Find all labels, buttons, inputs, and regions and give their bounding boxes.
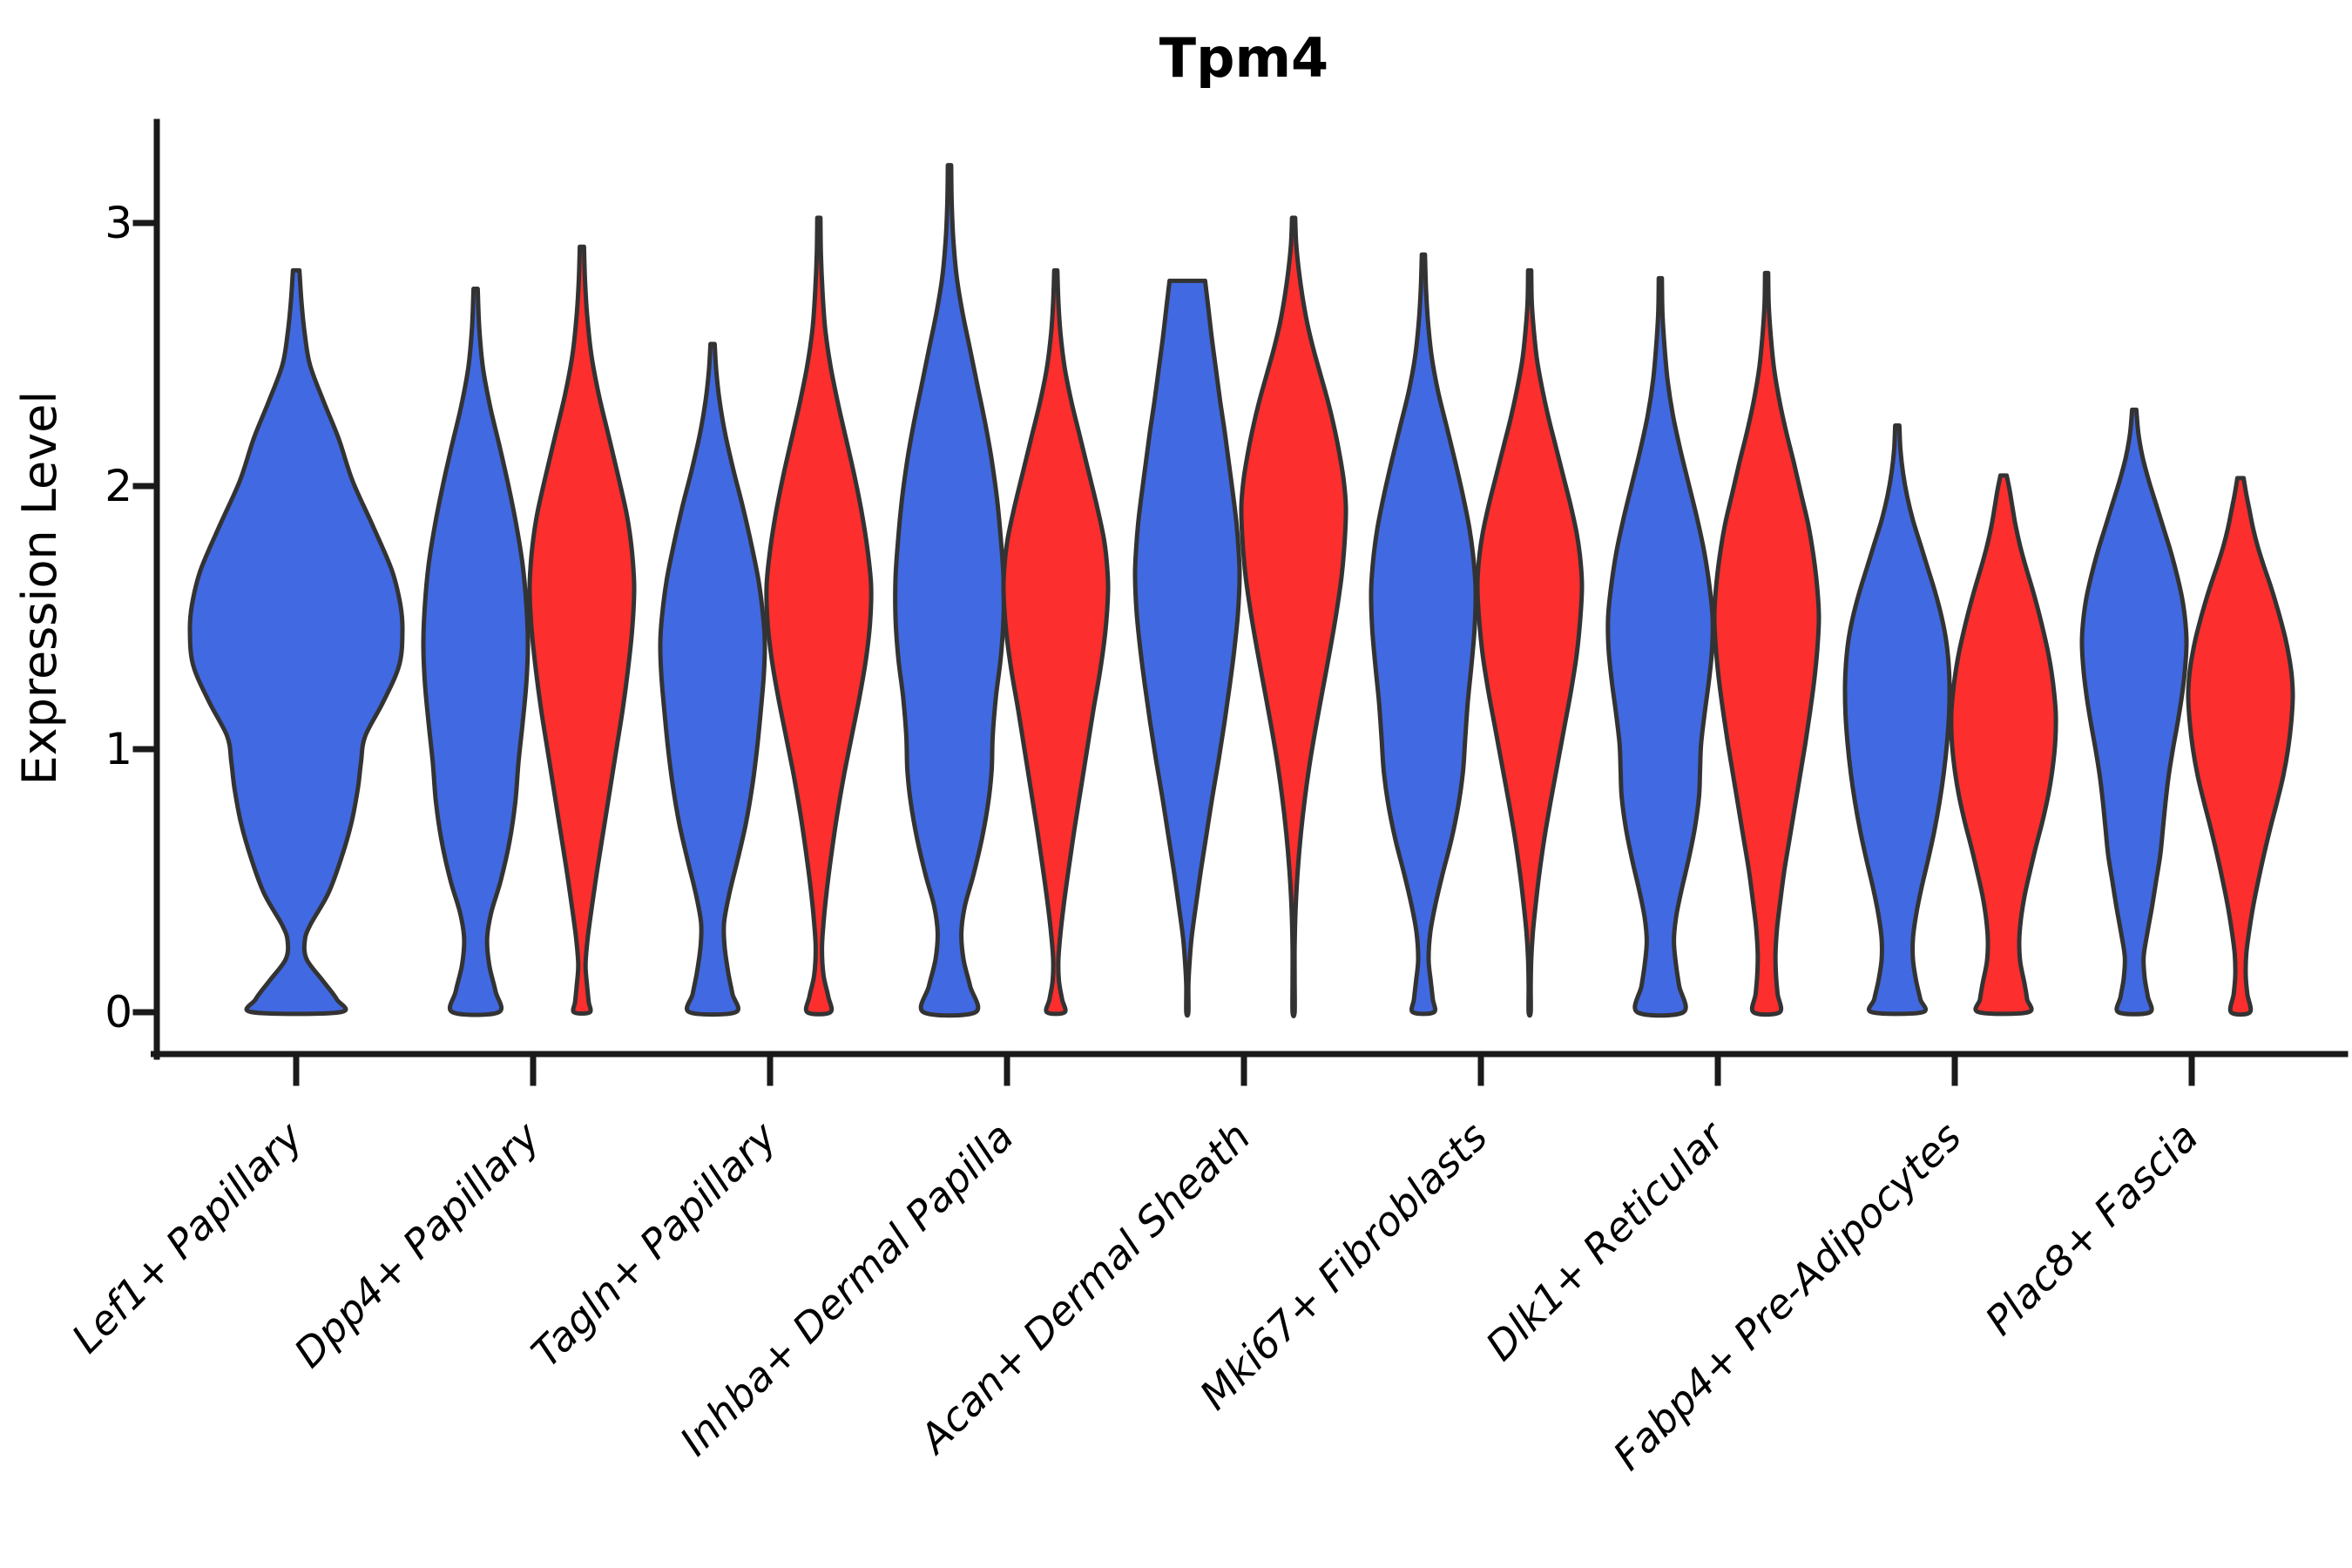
- violin-dpp4-papillary-blue: [421, 287, 531, 1017]
- y-tick-label-0: 0: [105, 987, 132, 1037]
- violin-acan-dermal-sheath-red: [1239, 215, 1348, 1018]
- violin-inhba-dermal-papilla-red: [1001, 267, 1111, 1017]
- violin-tagln-papillary-blue: [658, 341, 767, 1017]
- violin-mki67-fibroblasts-blue: [1369, 252, 1478, 1017]
- violin-dpp4-papillary-red: [527, 244, 637, 1016]
- violin-inhba-dermal-papilla-blue: [893, 163, 1006, 1018]
- violin-lef1-papillary-blue: [187, 267, 405, 1017]
- violin-fabp4-pre-adipocytes-red: [1949, 473, 2058, 1017]
- violin-dlk1-reticular-blue: [1605, 275, 1715, 1018]
- chart-title: Tpm4: [1159, 26, 1328, 90]
- y-axis-label: Expression Level: [12, 391, 67, 786]
- violin-tagln-papillary-red: [764, 215, 874, 1017]
- y-tick-label-1: 1: [105, 724, 132, 774]
- violin-mki67-fibroblasts-red: [1475, 267, 1585, 1018]
- y-tick-label-2: 2: [105, 461, 132, 511]
- violin-acan-dermal-sheath-blue: [1132, 278, 1242, 1018]
- violin-plac8-fascia-blue: [2079, 407, 2189, 1017]
- plot-geometry: [132, 118, 2349, 1086]
- violin-plac8-fascia-red: [2186, 476, 2295, 1017]
- violin-dlk1-reticular-red: [1712, 270, 1821, 1017]
- violin-fabp4-pre-adipocytes-blue: [1842, 423, 1952, 1017]
- y-tick-label-3: 3: [105, 198, 132, 248]
